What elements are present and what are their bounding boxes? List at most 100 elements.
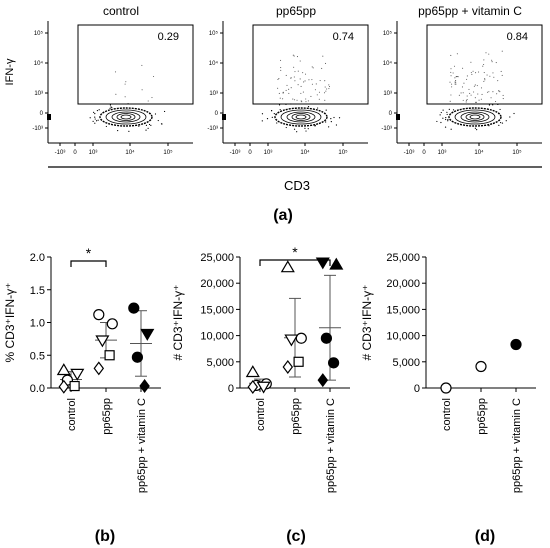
- event-dot: [442, 109, 444, 111]
- y-tick-label: 5,000: [392, 357, 420, 369]
- gated-event-dot: [311, 83, 313, 85]
- gated-event-dot: [480, 87, 483, 89]
- gated-event-dot: [496, 93, 498, 95]
- event-dot: [266, 118, 269, 120]
- gated-event-dot: [455, 76, 457, 78]
- data-point: [58, 379, 70, 394]
- gated-event-dot: [454, 83, 456, 85]
- edge-events: [47, 114, 51, 120]
- flow-y-tick-label: -10³: [32, 126, 43, 132]
- gated-event-dot: [278, 78, 280, 80]
- gated-event-dot: [462, 99, 464, 101]
- event-dot: [333, 116, 335, 119]
- gated-event-dot: [454, 77, 456, 79]
- data-point: [328, 357, 340, 369]
- gated-event-dot: [454, 81, 456, 83]
- data-point: [440, 382, 452, 394]
- population-contour: [465, 113, 485, 121]
- population-contour: [274, 107, 328, 127]
- population-contour: [99, 107, 153, 127]
- event-dot: [271, 116, 273, 118]
- data-point: [293, 356, 304, 367]
- gated-event-dot: [463, 82, 465, 84]
- significance-star: *: [86, 245, 92, 261]
- gated-event-dot: [502, 98, 504, 100]
- gated-event-dot: [324, 62, 327, 64]
- gated-event-dot: [488, 91, 490, 93]
- data-point: [128, 302, 140, 314]
- panel-a-flow-plots: IFN-γ control 10⁵ 10⁴ 10³ 0 -10³ -10³ 0 10³ 10⁴ 10…: [4, 4, 543, 224]
- gated-event-dot: [458, 94, 460, 96]
- gated-event-dot: [450, 75, 452, 77]
- event-dot: [157, 119, 159, 122]
- gated-event-dot: [328, 85, 331, 88]
- data-point: [70, 368, 85, 381]
- gated-event-dot: [288, 92, 290, 94]
- event-dot: [261, 120, 263, 122]
- gated-event-dot: [296, 99, 298, 101]
- flow-plot-title: control: [103, 4, 139, 18]
- gated-event-dot: [277, 87, 279, 89]
- edge-events: [396, 114, 400, 120]
- gated-event-dot: [328, 88, 330, 90]
- event-dot: [498, 124, 500, 126]
- flow-y-tick-label: 10⁵: [383, 30, 393, 37]
- gated-event-dot: [495, 62, 497, 64]
- gated-event-dot: [302, 72, 304, 74]
- panel-c-count-chart: 0 5,000 10,000 15,000 20,000 25,000 # CD3⁺IFN-…: [171, 244, 350, 493]
- gated-event-dot: [292, 54, 294, 56]
- event-dot: [147, 127, 149, 129]
- flow-plot-2: pp65pp 10⁵ 10⁴ 10³ 0 -10³ -10³ 0 10³ 10⁴ 10⁵ 0.74: [207, 4, 369, 156]
- event-dot: [95, 120, 98, 122]
- flow-x-tick-label: 10³: [264, 150, 273, 156]
- gated-event-dot: [501, 50, 503, 52]
- edge-events: [222, 114, 226, 120]
- category-label: control: [441, 398, 453, 431]
- event-dot: [440, 121, 442, 124]
- flow-x-tick-label: 10³: [89, 150, 98, 156]
- event-dot: [305, 130, 307, 132]
- event-dot: [328, 126, 330, 128]
- event-dot: [440, 111, 442, 114]
- gated-event-dot: [152, 75, 155, 78]
- data-point: [256, 381, 271, 394]
- gated-event-dot: [470, 61, 472, 63]
- gated-event-dot: [293, 66, 295, 68]
- category-label: pp65pp: [476, 398, 488, 435]
- gated-event-dot: [115, 93, 117, 95]
- gated-event-dot: [483, 63, 485, 66]
- gated-event-dot: [324, 86, 326, 88]
- gated-event-dot: [285, 74, 287, 77]
- category-label: pp65pp + vitamin C: [136, 398, 148, 493]
- event-dot: [127, 103, 129, 105]
- gated-event-dot: [304, 80, 306, 82]
- gated-event-dot: [311, 79, 313, 81]
- flow-x-tick-label: 10⁴: [125, 149, 135, 156]
- gated-event-dot: [489, 75, 491, 77]
- gated-event-dot: [471, 73, 473, 75]
- flow-x-tick-label: -10³: [404, 150, 415, 156]
- gated-event-dot: [501, 74, 503, 76]
- y-tick-label: 20,000: [200, 278, 234, 290]
- gated-event-dot: [277, 78, 279, 81]
- gated-event-dot: [499, 91, 501, 93]
- gated-event-dot: [470, 72, 472, 74]
- flow-y-tick-label: 0: [215, 111, 219, 117]
- y-tick-label: 0.0: [30, 383, 45, 395]
- gated-event-dot: [280, 69, 282, 71]
- data-point: [295, 332, 307, 344]
- population-contour: [111, 111, 141, 123]
- gated-event-dot: [452, 72, 454, 74]
- gated-event-dot: [498, 90, 500, 92]
- y-tick-label: 10,000: [200, 331, 234, 343]
- data-point: [245, 365, 260, 378]
- panel-label-b: (b): [95, 528, 115, 545]
- gated-event-dot: [299, 78, 301, 80]
- event-dot: [488, 125, 490, 127]
- panel-d-count-chart: 0 5,000 10,000 15,000 20,000 25,000 # CD3⁺IFN-…: [360, 252, 536, 493]
- gated-event-dot: [473, 85, 475, 87]
- gated-event-dot: [478, 71, 480, 73]
- gated-event-dot: [486, 91, 489, 93]
- gated-event-dot: [315, 83, 317, 85]
- data-point: [93, 361, 105, 376]
